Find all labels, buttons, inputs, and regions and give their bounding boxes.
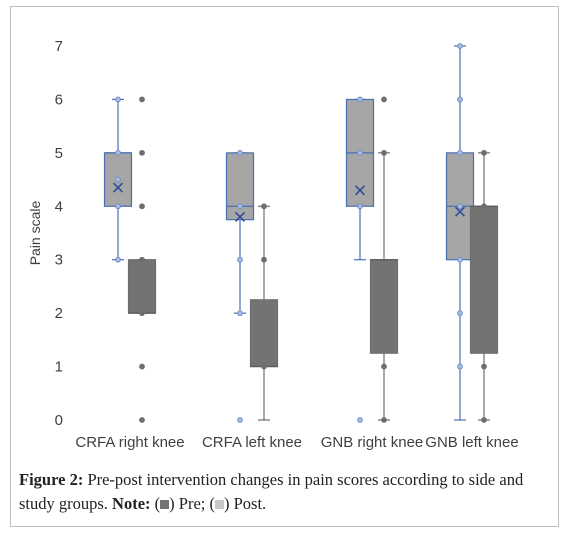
pre-swatch: [160, 500, 170, 509]
pre-mean-marker: [354, 185, 366, 196]
y-tick-label: 7: [55, 38, 63, 55]
pre-data-point: [457, 310, 463, 317]
pre-data-point: [457, 43, 463, 49]
post-data-point: [139, 256, 145, 263]
pre-data-point: [357, 417, 363, 423]
y-tick-label: 0: [55, 412, 63, 429]
figure-frame: [10, 6, 559, 527]
pre-box: [225, 152, 255, 221]
post-box: [127, 259, 157, 314]
pre-data-point: [115, 203, 121, 210]
post-data-point: [381, 417, 387, 423]
pre-mean-marker: [454, 206, 466, 217]
post-data-point: [481, 417, 487, 423]
post-data-point: [139, 96, 145, 103]
pre-data-point: [357, 203, 363, 210]
pre-mean-marker: [234, 211, 246, 223]
pre-data-point: [237, 310, 243, 317]
post-data-point: [481, 149, 487, 156]
pre-data-point: [457, 149, 463, 156]
post-data-point: [481, 203, 487, 210]
post-data-point: [139, 417, 145, 423]
pre-data-point: [457, 363, 463, 370]
pre-data-point: [237, 256, 243, 263]
category-label: CRFA left knee: [202, 434, 302, 451]
post-data-point: [139, 149, 145, 156]
pre-data-point: [457, 203, 463, 210]
y-tick-label: 6: [55, 91, 63, 108]
post-data-point: [381, 96, 387, 103]
post-data-point: [261, 363, 267, 370]
caption-text: Pre-post intervention changes in pain sc…: [19, 470, 524, 513]
post-data-point: [139, 363, 145, 370]
post-data-point: [481, 363, 487, 370]
y-axis-label: Pain scale: [27, 200, 43, 265]
pre-mean-marker: [112, 182, 124, 193]
y-tick-label: 2: [55, 305, 63, 322]
post-data-point: [139, 310, 145, 317]
post-box: [469, 205, 499, 354]
y-tick-label: 4: [55, 198, 63, 215]
caption-pre-text: Pre; (: [174, 494, 215, 513]
y-tick-label: 3: [55, 252, 63, 269]
pre-data-point: [457, 256, 463, 263]
post-box: [369, 259, 399, 354]
figure-caption: Figure 2: Pre-post intervention changes …: [19, 470, 524, 513]
pre-data-point: [115, 96, 121, 103]
post-data-point: [261, 256, 267, 263]
pre-data-point: [115, 176, 121, 183]
box-plot-chart: 0 1 2 3 4 5 6 7 Pain scale CRFA right knee CRFA le…: [27, 38, 519, 451]
category-label: GNB right knee: [321, 434, 424, 451]
pre-data-point: [115, 256, 121, 263]
post-swatch: [214, 500, 224, 509]
category-label: CRFA right knee: [75, 434, 184, 451]
pre-data-point: [357, 96, 363, 103]
post-data-point: [381, 363, 387, 370]
caption-note-label: Note:: [112, 494, 151, 513]
category-label: GNB left knee: [425, 434, 518, 451]
y-tick-label: 5: [55, 145, 63, 162]
pre-data-point: [457, 96, 463, 103]
y-tick-label: 1: [55, 359, 63, 376]
pre-data-point: [357, 149, 363, 156]
post-data-point: [381, 149, 387, 156]
post-data-point: [139, 203, 145, 210]
pre-data-point: [115, 149, 121, 156]
post-box: [249, 299, 279, 368]
post-data-point: [261, 203, 267, 210]
pre-data-point: [237, 149, 243, 156]
pre-data-point: [237, 203, 243, 210]
caption-label: Figure 2:: [19, 470, 84, 489]
caption-post-text: ) Post.: [223, 494, 267, 513]
pre-data-point: [237, 417, 243, 423]
